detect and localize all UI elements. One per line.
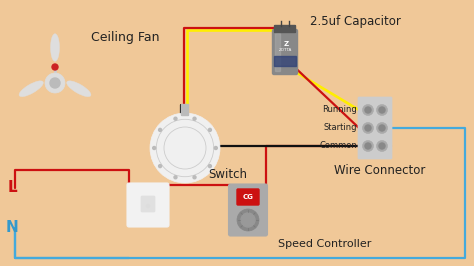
Circle shape	[45, 73, 65, 93]
FancyBboxPatch shape	[182, 105, 189, 115]
Circle shape	[174, 117, 177, 120]
Circle shape	[159, 128, 162, 131]
Text: N: N	[6, 221, 18, 235]
Ellipse shape	[51, 34, 60, 61]
Circle shape	[379, 143, 385, 149]
Text: Switch: Switch	[208, 168, 247, 181]
Text: Speed Controller: Speed Controller	[278, 239, 371, 249]
Text: 2.5uf Capacitor: 2.5uf Capacitor	[310, 15, 401, 28]
Text: CG: CG	[243, 194, 254, 200]
Circle shape	[365, 143, 371, 149]
Circle shape	[159, 165, 162, 168]
Circle shape	[237, 209, 259, 231]
Circle shape	[379, 125, 385, 131]
FancyBboxPatch shape	[273, 30, 298, 74]
Circle shape	[193, 176, 196, 179]
FancyBboxPatch shape	[127, 183, 169, 227]
Circle shape	[146, 204, 150, 208]
Bar	[274, 56, 296, 66]
Circle shape	[376, 105, 388, 115]
FancyBboxPatch shape	[237, 189, 259, 205]
Circle shape	[150, 113, 220, 183]
Circle shape	[376, 123, 388, 134]
Text: Running: Running	[322, 106, 357, 114]
Circle shape	[193, 117, 196, 120]
Text: L: L	[7, 181, 17, 196]
Ellipse shape	[67, 81, 91, 97]
Circle shape	[365, 107, 371, 113]
Circle shape	[174, 176, 177, 179]
Ellipse shape	[19, 81, 43, 97]
FancyBboxPatch shape	[358, 97, 392, 159]
Bar	[275, 33, 280, 71]
Circle shape	[209, 128, 211, 131]
Circle shape	[209, 165, 211, 168]
Text: Common: Common	[319, 142, 357, 151]
Text: Wire Connector: Wire Connector	[334, 164, 426, 177]
Text: Starting: Starting	[323, 123, 357, 132]
Text: Z: Z	[283, 41, 289, 47]
Circle shape	[363, 140, 374, 152]
Circle shape	[379, 107, 385, 113]
Text: ZOTTA: ZOTTA	[279, 48, 292, 52]
Text: Ceiling Fan: Ceiling Fan	[91, 31, 159, 44]
Circle shape	[153, 147, 155, 149]
FancyBboxPatch shape	[274, 26, 295, 32]
Circle shape	[376, 140, 388, 152]
Circle shape	[52, 64, 58, 70]
Circle shape	[363, 105, 374, 115]
FancyBboxPatch shape	[228, 184, 267, 236]
Circle shape	[241, 213, 255, 227]
FancyBboxPatch shape	[141, 196, 155, 212]
Circle shape	[365, 125, 371, 131]
Circle shape	[363, 123, 374, 134]
Circle shape	[50, 78, 60, 88]
Circle shape	[214, 147, 217, 149]
